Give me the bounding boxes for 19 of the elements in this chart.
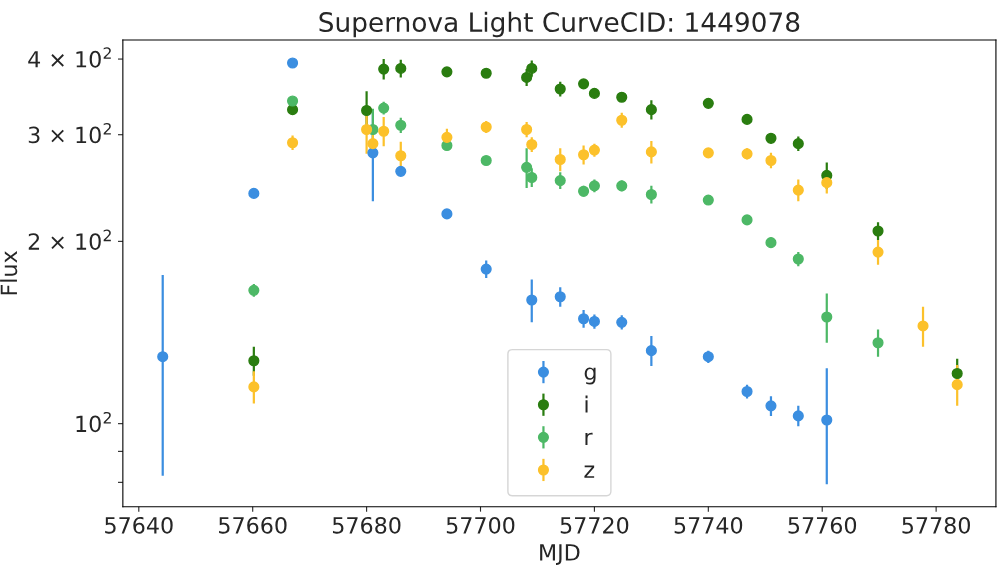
x-tick-label: 57720 [560, 516, 629, 534]
x-tick-label: 57760 [788, 516, 857, 534]
y-tick-label: 2 × 10$^{2}$ [28, 229, 111, 250]
x-tick-label: 57740 [674, 516, 743, 534]
x-tick-label: 57680 [332, 516, 401, 534]
legend-label: g [584, 367, 596, 385]
x-tick-label: 57700 [446, 516, 515, 534]
y-tick-label: 10$^{2}$ [76, 411, 111, 433]
chart-title: Supernova Light CurveCID: 1449078 [319, 11, 800, 38]
x-axis-title: MJD [540, 544, 580, 565]
y-tick-label: 3 × 10$^{2}$ [28, 122, 111, 144]
legend-label: i [585, 395, 588, 413]
x-tick-label: 57780 [902, 516, 970, 534]
x-tick-label: 57640 [105, 516, 173, 534]
legend-label: z [584, 465, 595, 478]
x-tick-label: 57660 [219, 516, 287, 534]
y-axis-title: Flux [0, 251, 18, 295]
legend-label: r [585, 432, 593, 446]
y-tick-label: 4 × 10$^{2}$ [28, 47, 111, 68]
